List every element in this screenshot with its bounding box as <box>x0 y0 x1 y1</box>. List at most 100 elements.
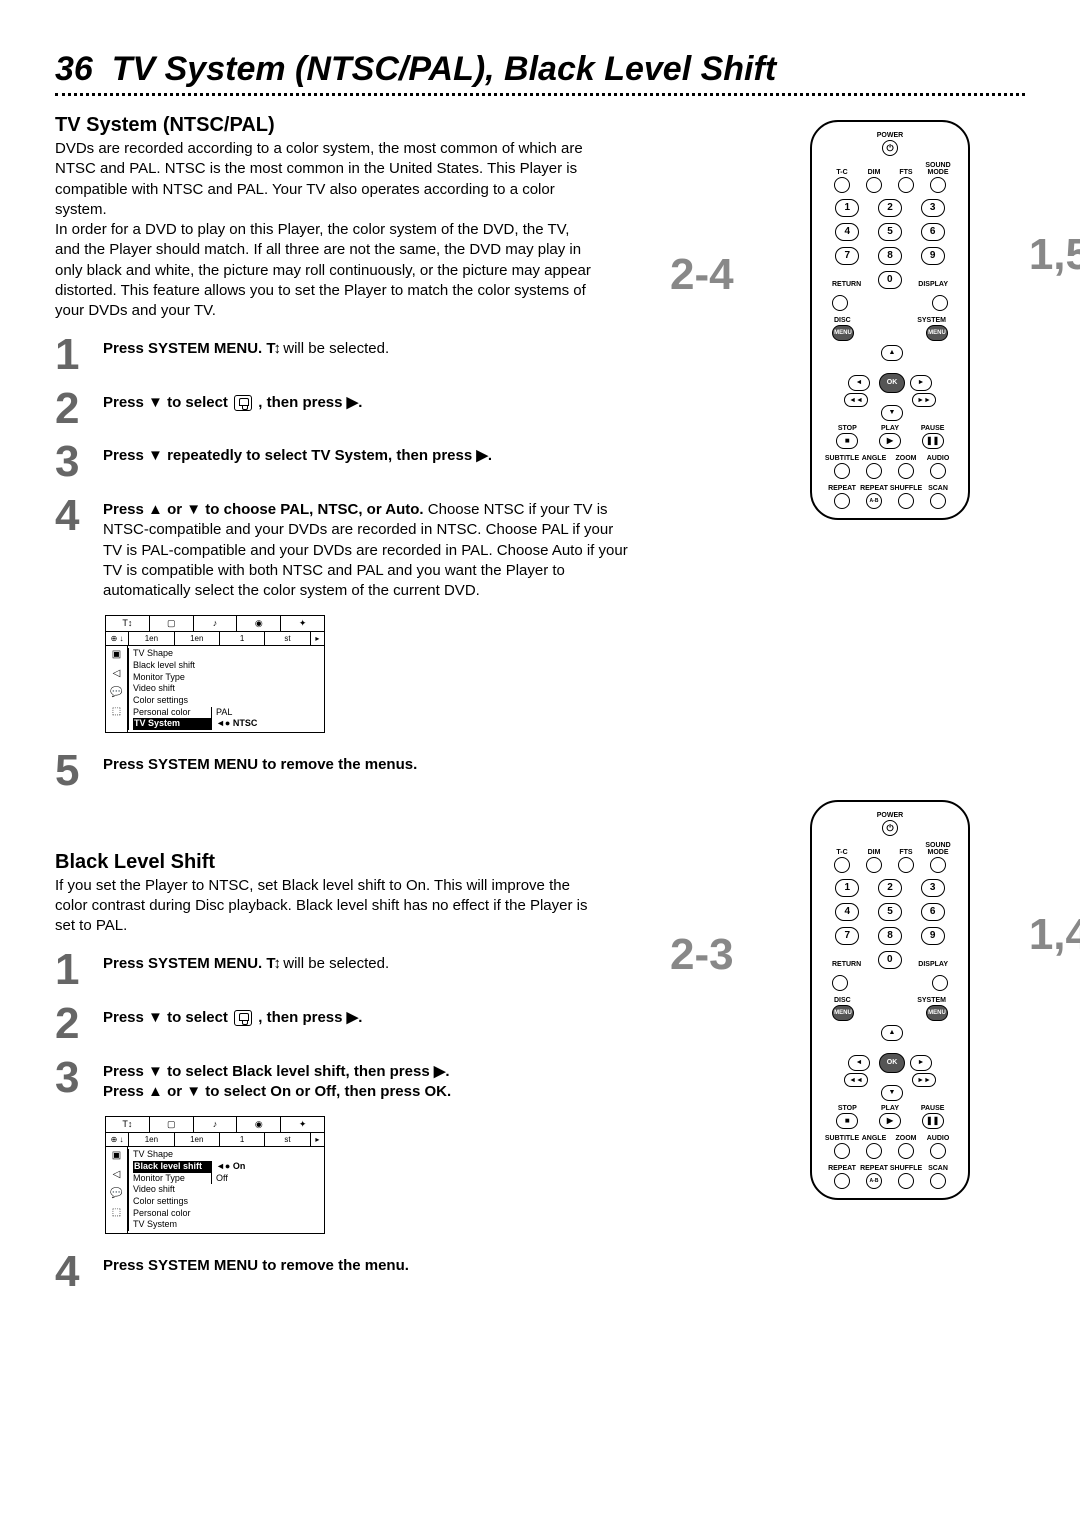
osd-row: Monitor Type <box>133 672 320 684</box>
down-arrow-icon: ▼ <box>186 501 201 518</box>
t: to select On or Off, then press OK. <box>201 1083 451 1100</box>
c: ⊕ ↓ <box>106 632 129 645</box>
disc-label: DISC <box>834 317 851 324</box>
step: 1 Press SYSTEM MENU. T↕ will be selected… <box>55 950 635 990</box>
step: 5 Press SYSTEM MENU to remove the menus. <box>55 751 635 791</box>
side-icon: ⬚ <box>112 1207 121 1218</box>
osd-side: ▣ ◁ 💬 ⬚ <box>106 1147 128 1233</box>
osd-top-cell: ◉ <box>237 1117 281 1132</box>
t: Press <box>103 394 148 411</box>
pause-button: ❚❚ <box>922 1113 944 1129</box>
osd-row: Video shift <box>133 1184 320 1196</box>
down-button: ▼ <box>881 1085 903 1101</box>
step-number: 2 <box>55 389 103 429</box>
num-button: 7 <box>835 247 859 265</box>
osd-top-cell: T↕ <box>106 1117 150 1132</box>
angle-button <box>866 1143 882 1159</box>
step-number: 3 <box>55 1058 103 1098</box>
t: to select Black level shift, then press <box>163 1063 434 1080</box>
l: STOP <box>838 1105 857 1112</box>
num-button: 9 <box>921 247 945 265</box>
zoom-button <box>898 1143 914 1159</box>
l: ZOOM <box>896 1135 917 1142</box>
sound-mode-button <box>930 857 946 873</box>
display-label: DISPLAY <box>918 961 948 968</box>
right-arrow-icon: ▶ <box>347 394 359 411</box>
t: Press <box>103 1083 148 1100</box>
l: AUDIO <box>927 455 950 462</box>
remote-diagram: 2-3 1,4 POWER⏻ T-C DIM FTS SOUND MODE 12… <box>760 800 1020 1200</box>
left-button: ◄ <box>848 375 870 391</box>
num-button: 4 <box>835 223 859 241</box>
fwd-button: ►► <box>912 1073 936 1087</box>
osd-row: Personal colorPAL <box>133 707 320 719</box>
right-button: ► <box>910 1055 932 1071</box>
remote-body: POWER⏻ T-C DIM FTS SOUND MODE 123 456 78… <box>810 120 970 520</box>
page-title: 36 TV System (NTSC/PAL), Black Level Shi… <box>55 50 1025 89</box>
osd-top-cell: ◉ <box>237 616 281 631</box>
l: DIM <box>868 169 881 176</box>
subtitle-button <box>834 1143 850 1159</box>
power-label: POWER <box>877 812 903 819</box>
step-number: 4 <box>55 1252 103 1292</box>
l: PAUSE <box>921 425 945 432</box>
repeat-ab-button: A-B <box>866 493 882 509</box>
display-button <box>932 295 948 311</box>
l: FTS <box>899 169 912 176</box>
callout-left: 2-3 <box>670 930 734 980</box>
section2-intro: If you set the Player to NTSC, set Black… <box>55 876 595 937</box>
fts-button <box>898 177 914 193</box>
num-button: 5 <box>878 223 902 241</box>
down-arrow-icon: ▼ <box>148 394 163 411</box>
l: REPEAT <box>860 1165 888 1172</box>
step-number: 3 <box>55 442 103 482</box>
c: ▸ <box>311 1133 324 1146</box>
step-bold: Press SYSTEM MENU to remove the menu. <box>103 1257 409 1274</box>
l: REPEAT <box>828 1165 856 1172</box>
step-bold: Press SYSTEM MENU to remove the menus. <box>103 756 417 773</box>
scan-button <box>930 1173 946 1189</box>
num-button: 2 <box>878 199 902 217</box>
step-number: 2 <box>55 1004 103 1044</box>
osd-label: Monitor Type <box>133 1173 211 1185</box>
num-button: 3 <box>921 199 945 217</box>
step: 1 Press SYSTEM MENU. T↕ will be selected… <box>55 335 635 375</box>
num-button: 8 <box>878 247 902 265</box>
remote-diagram: 2-4 1,5 POWER⏻ T-C DIM FTS SOUND MODE 12… <box>760 120 1020 520</box>
dim-button <box>866 857 882 873</box>
up-arrow-icon: ▲ <box>148 1083 163 1100</box>
osd-main: TV Shape Black level shift◄● On Monitor … <box>128 1147 324 1233</box>
osd-row: TV System <box>133 1219 320 1231</box>
rew-button: ◄◄ <box>844 1073 868 1087</box>
t: . <box>445 1063 449 1080</box>
osd-label: Personal color <box>133 707 211 719</box>
osd-label: Color settings <box>133 1196 211 1208</box>
return-button <box>832 975 848 991</box>
osd-top-cell: ✦ <box>281 1117 324 1132</box>
osd-sep: TV Shape Black level shift Monitor Type … <box>128 648 320 730</box>
num-button: 6 <box>921 223 945 241</box>
osd-label: TV System <box>133 718 211 730</box>
tc-button <box>834 857 850 873</box>
shuffle-button <box>898 1173 914 1189</box>
c: 1 <box>220 1133 265 1146</box>
l: PLAY <box>881 1105 899 1112</box>
t: to select <box>163 394 232 411</box>
audio-button <box>930 463 946 479</box>
return-label: RETURN <box>832 961 861 968</box>
osd-row: TV Shape <box>133 1149 320 1161</box>
side-icon: ▣ <box>112 1150 121 1161</box>
fts-button <box>898 857 914 873</box>
step-text: Press ▲ or ▼ to choose PAL, NTSC, or Aut… <box>103 496 635 601</box>
t: Press <box>103 1063 148 1080</box>
side-icon: 💬 <box>110 1188 122 1199</box>
audio-button <box>930 1143 946 1159</box>
t: to choose PAL, NTSC, or Auto. <box>201 501 424 518</box>
num-button: 1 <box>835 199 859 217</box>
display-button <box>932 975 948 991</box>
step-text: Press ▼ to select , then press ▶. <box>103 1004 362 1028</box>
l: AUDIO <box>927 1135 950 1142</box>
t: or <box>163 1083 186 1100</box>
l: SUBTITLE <box>825 455 859 462</box>
osd-top-row2: ⊕ ↓ 1en 1en 1 st ▸ <box>106 1133 324 1147</box>
